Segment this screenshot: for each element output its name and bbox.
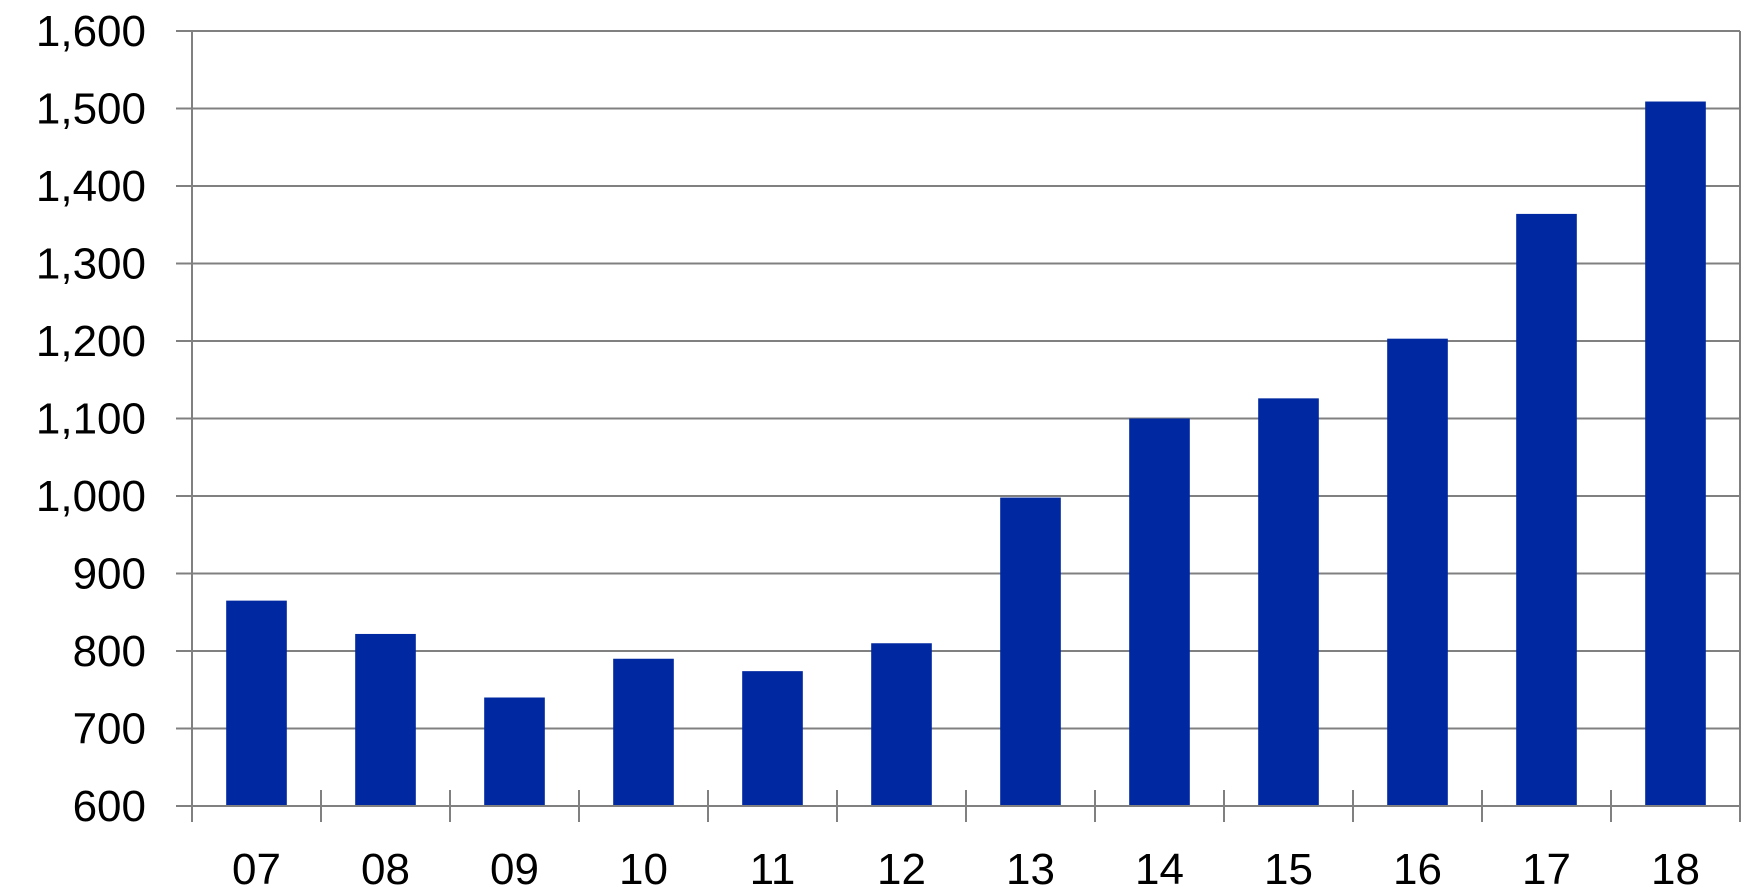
bar-17 bbox=[1516, 213, 1577, 806]
gridlines bbox=[192, 30, 1740, 807]
bar-10 bbox=[613, 658, 674, 806]
x-tick-label: 16 bbox=[1393, 845, 1442, 893]
y-tick-labels: 600 700 800 900 1,000 1,100 1,200 1,300 1,400 1,5… bbox=[36, 7, 146, 831]
bar-07 bbox=[226, 600, 287, 806]
bar-12 bbox=[871, 643, 932, 806]
bar-13 bbox=[1000, 497, 1061, 806]
y-tick-label: 900 bbox=[73, 550, 146, 599]
x-tick-labels: 07 08 09 10 11 12 13 14 15 16 17 18 bbox=[232, 845, 1700, 893]
y-tick-label: 1,100 bbox=[36, 395, 146, 444]
y-tick-label: 700 bbox=[73, 705, 146, 754]
x-tick-label: 13 bbox=[1006, 845, 1055, 893]
y-tick-label: 1,000 bbox=[36, 472, 146, 521]
y-tick-label: 600 bbox=[73, 782, 146, 831]
x-tick-label: 07 bbox=[232, 845, 281, 893]
bar-18 bbox=[1645, 101, 1706, 806]
bar-08 bbox=[355, 633, 416, 806]
y-tick-label: 1,600 bbox=[36, 7, 146, 56]
x-tick-label: 15 bbox=[1264, 845, 1313, 893]
x-tick-label: 14 bbox=[1135, 845, 1184, 893]
bar-09 bbox=[484, 697, 545, 806]
y-tick-label: 800 bbox=[73, 627, 146, 676]
y-tick-label: 1,200 bbox=[36, 317, 146, 366]
y-tick-label: 1,500 bbox=[36, 85, 146, 134]
x-tick-label: 11 bbox=[750, 845, 796, 893]
bar-15 bbox=[1258, 398, 1319, 806]
x-tick-label: 17 bbox=[1522, 845, 1571, 893]
axes bbox=[176, 30, 1741, 822]
x-tick-label: 18 bbox=[1651, 845, 1700, 893]
bar-11 bbox=[742, 671, 803, 806]
bar-16 bbox=[1387, 338, 1448, 806]
x-tick-label: 08 bbox=[361, 845, 410, 893]
bar-14 bbox=[1129, 418, 1190, 806]
y-tick-label: 1,400 bbox=[36, 162, 146, 211]
bars bbox=[226, 101, 1706, 806]
x-tick-label: 12 bbox=[877, 845, 926, 893]
y-tick-label: 1,300 bbox=[36, 240, 146, 289]
x-tick-label: 09 bbox=[490, 845, 539, 893]
x-tick-label: 10 bbox=[619, 845, 668, 893]
